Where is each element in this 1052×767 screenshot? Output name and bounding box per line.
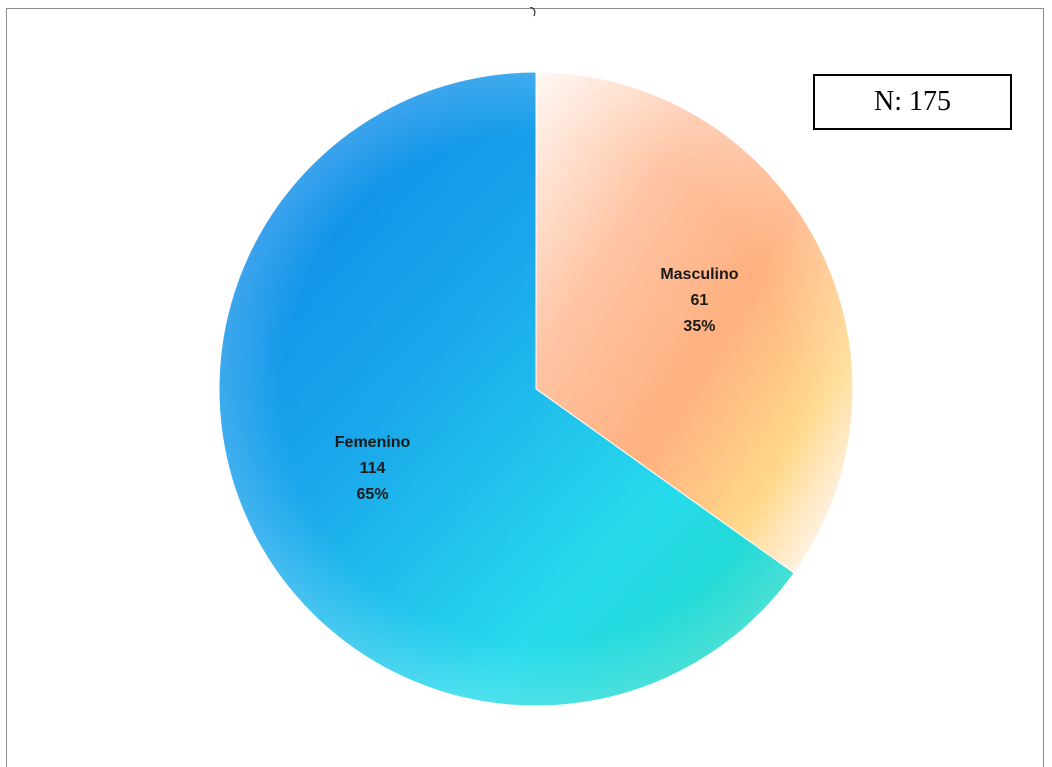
- chart-frame: [6, 7, 1044, 767]
- slice-label-percent-femenino: 65%: [357, 486, 389, 503]
- sample-size-label: N: 175: [874, 86, 951, 117]
- slice-label-value-masculino: 61: [691, 292, 709, 309]
- slice-label-percent-masculino: 35%: [683, 318, 715, 335]
- slice-label-category-femenino: Femenino: [335, 434, 411, 451]
- clipped-top-glyph: [529, 7, 536, 17]
- slice-label-value-femenino: 114: [360, 460, 386, 477]
- slice-label-category-masculino: Masculino: [660, 266, 738, 283]
- sample-size-box: N: 175: [813, 74, 1012, 130]
